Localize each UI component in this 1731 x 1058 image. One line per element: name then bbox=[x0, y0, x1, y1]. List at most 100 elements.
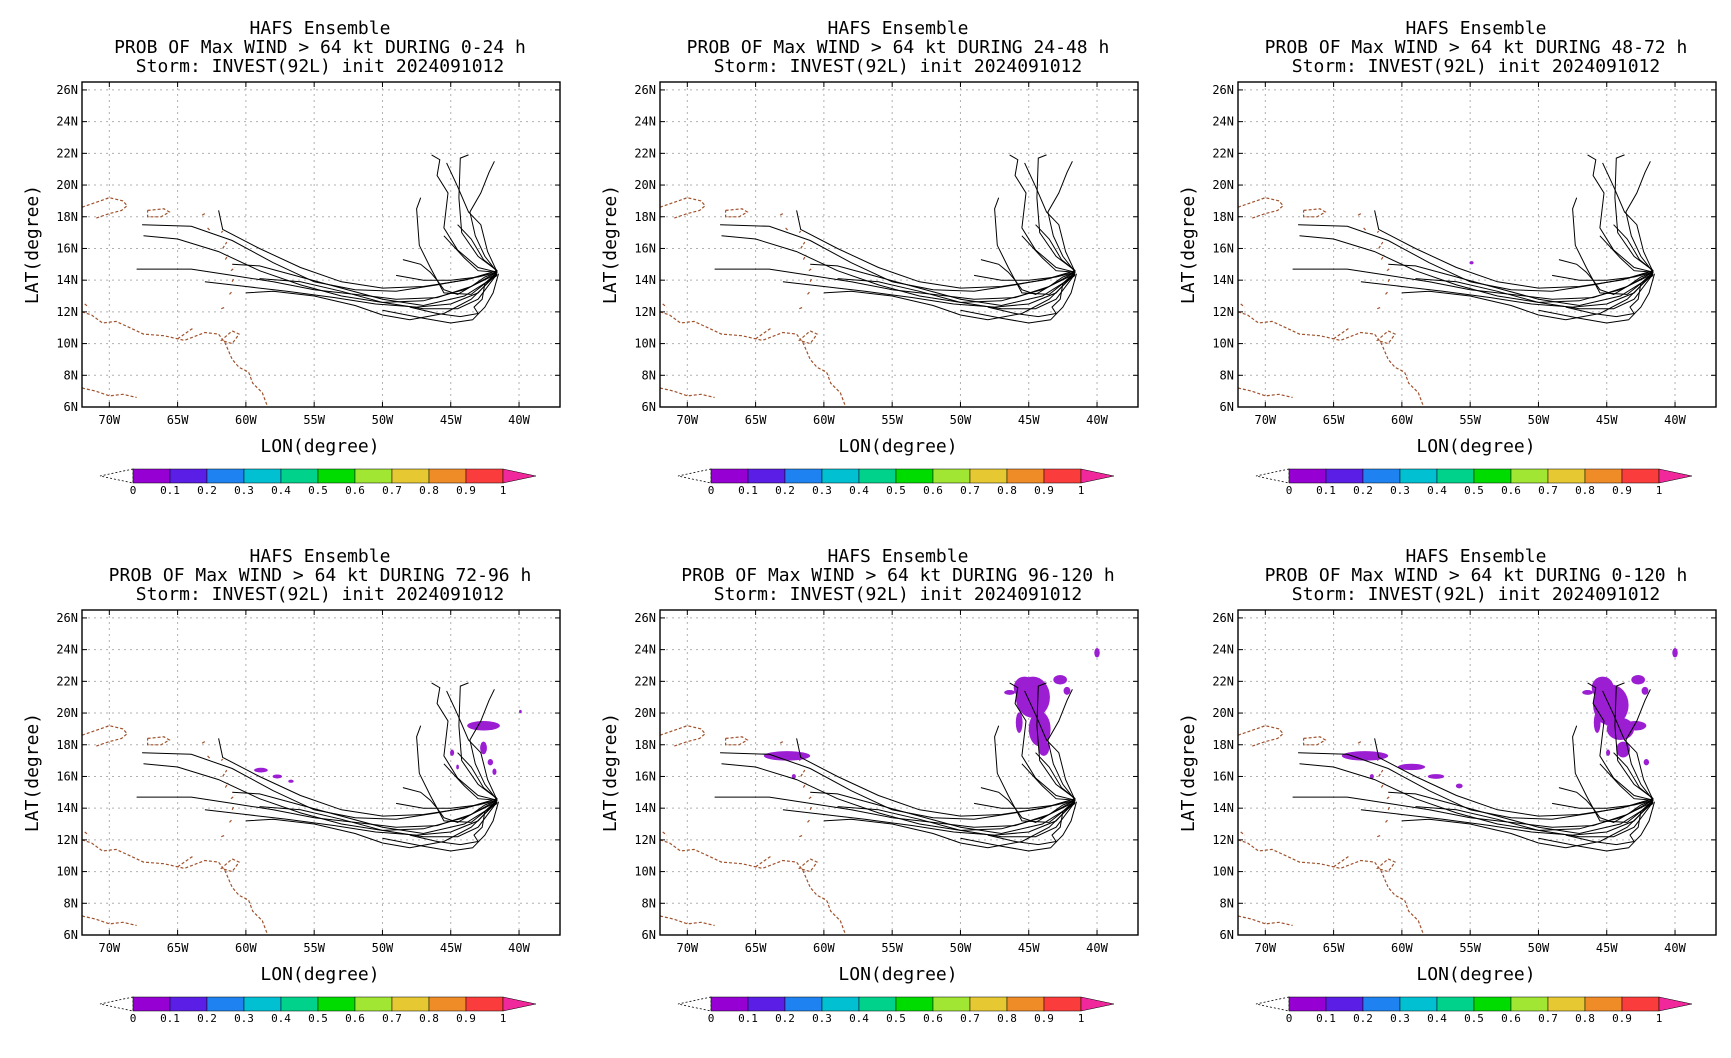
colorbar-tick-label: 0 bbox=[708, 1012, 715, 1025]
colorbar-tick-label: 0.8 bbox=[997, 1012, 1017, 1025]
colorbar-segment bbox=[1547, 468, 1586, 484]
colorbar-segment bbox=[1288, 996, 1327, 1012]
coastline bbox=[725, 208, 749, 218]
ensemble-track bbox=[416, 725, 498, 823]
colorbar-tick-label: 0.3 bbox=[234, 1012, 254, 1025]
y-tick-label: 24N bbox=[634, 115, 656, 129]
coastline bbox=[660, 725, 706, 747]
colorbar-segment bbox=[710, 996, 749, 1012]
probability-region bbox=[492, 768, 497, 775]
ensemble-track bbox=[980, 259, 1076, 295]
ensemble-track bbox=[1552, 271, 1654, 281]
y-tick-label: 20N bbox=[1212, 178, 1234, 192]
colorbar-tick-label: 0.5 bbox=[308, 1012, 328, 1025]
y-tick-label: 24N bbox=[634, 643, 656, 657]
coastline bbox=[799, 834, 804, 838]
ensemble-track bbox=[1036, 682, 1076, 800]
probability-region bbox=[1672, 648, 1678, 658]
ensemble-track bbox=[1613, 752, 1654, 800]
coastline bbox=[1240, 303, 1246, 308]
y-tick-label: 18N bbox=[56, 210, 78, 224]
x-axis-label: LON(degree) bbox=[1416, 436, 1535, 457]
coastline bbox=[1386, 795, 1392, 800]
ensemble-track bbox=[1401, 801, 1654, 849]
coastline bbox=[809, 278, 813, 283]
coastline bbox=[1377, 834, 1382, 838]
ensemble-track bbox=[837, 273, 1076, 310]
y-tick-label: 22N bbox=[634, 674, 656, 688]
ensemble-track bbox=[458, 682, 498, 800]
ensemble-track bbox=[1558, 787, 1654, 823]
colorbar-tick-label: 0.9 bbox=[1034, 484, 1054, 497]
colorbar-segment bbox=[858, 468, 897, 484]
x-tick-label: 60W bbox=[813, 413, 835, 427]
y-tick-label: 20N bbox=[56, 706, 78, 720]
colorbar-under-arrow bbox=[1255, 996, 1290, 1012]
colorbar-tick-label: 0.7 bbox=[382, 1012, 402, 1025]
ensemble-track bbox=[446, 162, 498, 273]
x-tick-label: 55W bbox=[303, 413, 325, 427]
plot-frame bbox=[659, 81, 1139, 408]
coastline bbox=[1238, 311, 1425, 407]
x-tick-label: 50W bbox=[372, 941, 394, 955]
coastline bbox=[808, 795, 814, 800]
chart-title-line1: HAFS Ensemble bbox=[1406, 546, 1547, 567]
x-tick-label: 50W bbox=[950, 413, 972, 427]
colorbar-segment bbox=[428, 996, 467, 1012]
y-tick-label: 8N bbox=[1220, 896, 1234, 910]
coastline bbox=[798, 858, 819, 873]
x-tick-label: 40W bbox=[508, 941, 530, 955]
colorbar-tick-label: 0.6 bbox=[923, 484, 943, 497]
x-tick-label: 65W bbox=[745, 413, 767, 427]
ensemble-track bbox=[443, 235, 498, 273]
chart-title-line1: HAFS Ensemble bbox=[250, 18, 391, 39]
colorbar-segment bbox=[280, 468, 319, 484]
ensemble-track bbox=[1572, 197, 1654, 295]
probability-region bbox=[1094, 648, 1100, 658]
ensemble-track bbox=[1625, 689, 1654, 801]
colorbar-tick-label: 0.4 bbox=[849, 1012, 869, 1025]
y-tick-label: 20N bbox=[1212, 706, 1234, 720]
colorbar-segment bbox=[1621, 468, 1660, 484]
colorbar-segment bbox=[465, 468, 504, 484]
x-tick-label: 45W bbox=[1596, 413, 1618, 427]
probability-region bbox=[1341, 751, 1389, 761]
colorbar-segment bbox=[317, 468, 356, 484]
coastline bbox=[1238, 915, 1293, 927]
colorbar-tick-label: 0.5 bbox=[886, 484, 906, 497]
coastline bbox=[1378, 241, 1384, 249]
coastline bbox=[1386, 267, 1392, 272]
x-tick-label: 70W bbox=[98, 413, 120, 427]
colorbar-segment bbox=[1399, 996, 1438, 1012]
colorbar-segment bbox=[969, 468, 1008, 484]
ensemble-track bbox=[994, 197, 1076, 295]
colorbar-tick-label: 0.5 bbox=[886, 1012, 906, 1025]
chart-title: PROB OF Max WIND > 64 kt DURING 48-72 h bbox=[1265, 37, 1688, 58]
y-tick-label: 18N bbox=[634, 738, 656, 752]
colorbar-tick-label: 0.5 bbox=[1464, 1012, 1484, 1025]
y-tick-label: 18N bbox=[1212, 210, 1234, 224]
plot-frame bbox=[1237, 81, 1717, 408]
y-tick-label: 16N bbox=[56, 241, 78, 255]
colorbar-segment bbox=[206, 468, 245, 484]
y-tick-label: 14N bbox=[1212, 273, 1234, 287]
ensemble-track bbox=[431, 154, 498, 273]
ensemble-track bbox=[1614, 682, 1654, 800]
x-tick-label: 40W bbox=[1664, 413, 1686, 427]
y-tick-label: 14N bbox=[634, 801, 656, 815]
chart-title-line1: HAFS Ensemble bbox=[1406, 18, 1547, 39]
plot-frame bbox=[81, 81, 561, 408]
colorbar-segment bbox=[243, 996, 282, 1012]
coastline bbox=[224, 782, 229, 788]
probability-region bbox=[1369, 774, 1374, 779]
ensemble-track bbox=[1401, 273, 1654, 321]
ensemble-track bbox=[204, 271, 498, 308]
colorbar-tick-label: 0.8 bbox=[419, 1012, 439, 1025]
probability-region bbox=[1427, 774, 1445, 779]
colorbar-segment bbox=[391, 468, 430, 484]
ensemble-track bbox=[1388, 791, 1654, 835]
